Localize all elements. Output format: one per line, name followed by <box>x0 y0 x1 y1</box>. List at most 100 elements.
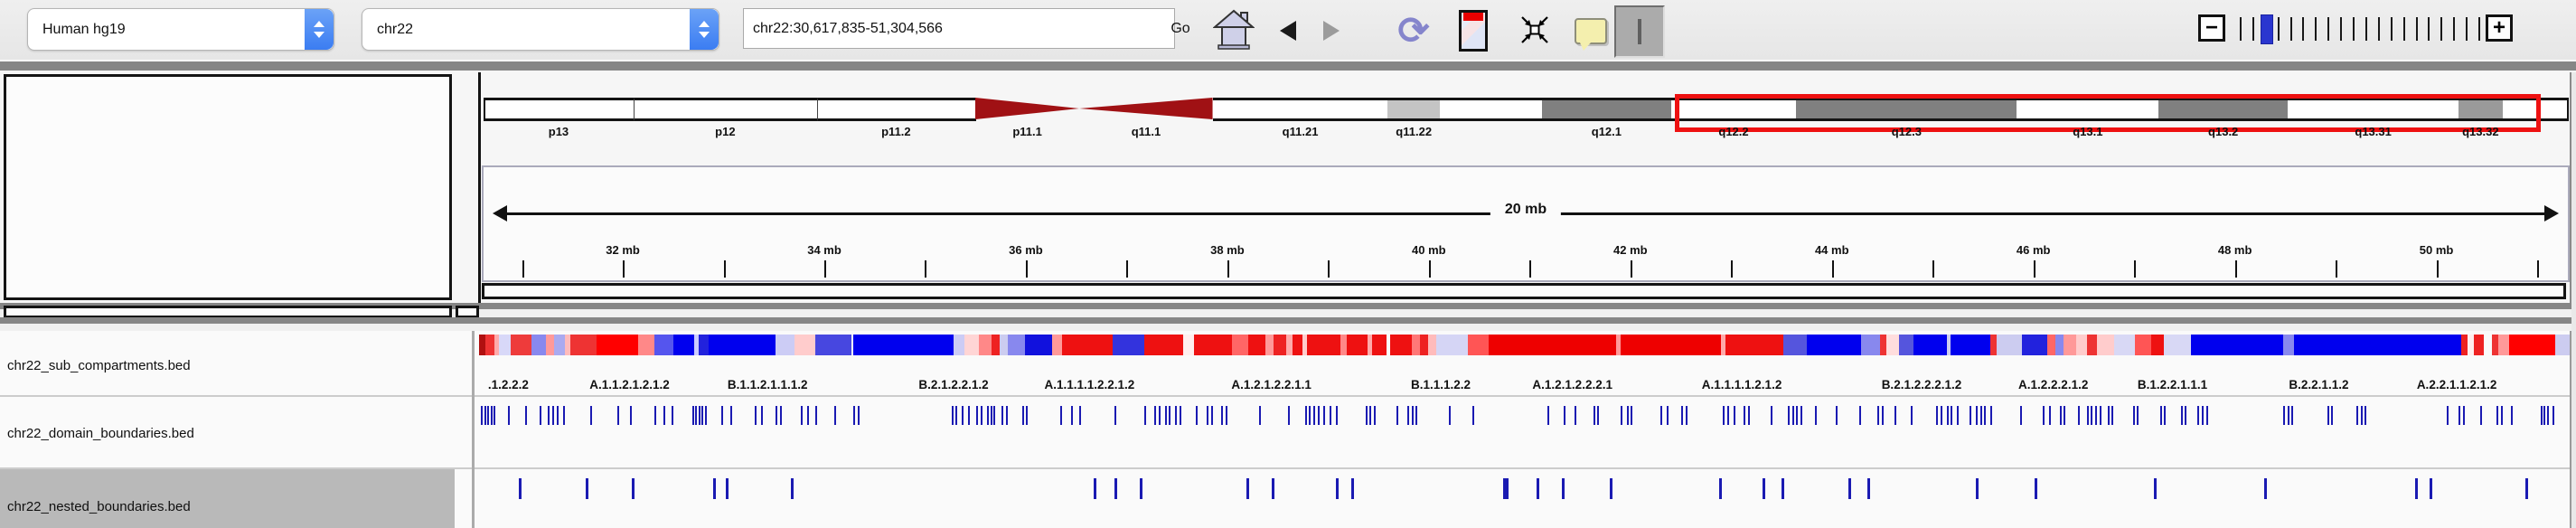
ruler-label: 44 mb <box>1814 243 1849 257</box>
domain-boundary-tick <box>2511 406 2514 425</box>
panel-resize-handle[interactable] <box>456 306 479 318</box>
zoom-tick[interactable] <box>2478 17 2480 41</box>
domain-boundary-tick <box>654 406 657 425</box>
fit-to-window-button[interactable] <box>1515 11 1555 51</box>
track-label-domain-boundaries[interactable]: chr22_domain_boundaries.bed <box>7 426 194 441</box>
zoom-tick[interactable] <box>2252 17 2254 41</box>
zoom-tick[interactable] <box>2327 17 2330 41</box>
domain-boundary-tick <box>663 406 665 425</box>
band-label-q11.1: q11.1 <box>1131 125 1161 138</box>
chromosome-select[interactable]: chr22 <box>362 8 719 51</box>
domain-boundary-tick <box>951 406 954 425</box>
zoom-tick[interactable] <box>2428 17 2430 41</box>
genome-select[interactable]: Human hg19 <box>27 8 334 51</box>
domain-boundary-tick <box>1143 406 1146 425</box>
nested-boundaries-track[interactable] <box>479 478 2570 499</box>
fit-to-window-icon <box>1520 15 1549 47</box>
separator <box>0 71 2576 72</box>
panel-border <box>478 72 481 303</box>
chromosome-ideogram[interactable] <box>484 98 2569 121</box>
sub-compartment-segment <box>794 335 816 355</box>
sub-compartment-segment <box>2508 335 2555 355</box>
ruler-tick <box>1932 260 1935 278</box>
sub-compartment-segment <box>991 335 1000 355</box>
sub-compartment-segment <box>815 335 851 355</box>
domain-boundaries-track[interactable] <box>479 406 2570 425</box>
ruler[interactable]: 20 mb 32 mb 34 mb 36 mb 38 mb 40 mb 42 mb 44 m… <box>482 165 2570 282</box>
zoom-tick[interactable] <box>2289 17 2292 41</box>
zoom-tick[interactable] <box>2402 17 2405 41</box>
right-margin <box>2571 72 2576 528</box>
centromere-band <box>1079 98 1213 119</box>
forward-button[interactable] <box>1318 11 1345 51</box>
domain-boundary-tick <box>1158 406 1161 425</box>
ideogram-band-q11.23 <box>1439 98 1542 121</box>
ruler-label: 48 mb <box>2217 243 2252 257</box>
zoom-slider-thumb[interactable] <box>2260 14 2273 44</box>
zoom-tick[interactable] <box>2466 17 2468 41</box>
go-button[interactable]: Go <box>1161 8 1200 49</box>
ruler-labels: 32 mb 34 mb 36 mb 38 mb 40 mb 42 mb 44 mb 46 mb… <box>484 243 2568 259</box>
tooltip-mode-button[interactable] <box>1569 11 1612 51</box>
domain-boundary-tick <box>556 406 559 425</box>
sub-compartments-track[interactable] <box>479 335 2570 355</box>
locus-input[interactable] <box>743 8 1175 49</box>
sub-compartment-segment <box>1616 335 1621 355</box>
domain-boundary-tick <box>1169 406 1171 425</box>
domain-boundary-tick <box>2019 406 2022 425</box>
zoom-tick[interactable] <box>2340 17 2343 41</box>
domain-boundary-tick <box>1317 406 1320 425</box>
sub-compartment-segment <box>2151 335 2165 355</box>
zoom-tick[interactable] <box>2353 17 2355 41</box>
track-label-sub-compartments[interactable]: chr22_sub_compartments.bed <box>7 358 191 373</box>
region-view-button[interactable] <box>1453 10 1493 52</box>
domain-boundary-tick <box>2552 406 2555 425</box>
domain-boundary-tick <box>1206 406 1208 425</box>
domain-boundary-tick <box>1547 406 1549 425</box>
domain-boundary-tick <box>481 406 484 425</box>
zoom-tick[interactable] <box>2453 17 2456 41</box>
home-button[interactable] <box>1208 9 1259 51</box>
back-icon <box>1280 21 1296 41</box>
domain-boundary-tick <box>1911 406 1913 425</box>
zoom-in-button[interactable]: + <box>2486 14 2513 42</box>
zoom-tick[interactable] <box>2240 17 2242 41</box>
sub-compartment-segment <box>1725 335 1784 355</box>
domain-boundary-tick <box>1882 406 1885 425</box>
zoom-tick[interactable] <box>2377 17 2380 41</box>
sub-compartment-segment <box>494 335 499 355</box>
domain-boundary-tick <box>1396 406 1399 425</box>
domain-boundary-tick <box>968 406 971 425</box>
cursor-tool-button[interactable] <box>1614 5 1665 58</box>
sub-compartment-label: A.1.2.2.2.1.2 <box>2018 378 2089 391</box>
panel-divider[interactable] <box>472 331 475 528</box>
nested-boundary-tick <box>2034 478 2037 499</box>
domain-boundary-tick <box>2043 406 2045 425</box>
zoom-tick[interactable] <box>2415 17 2418 41</box>
sub-compartment-segment <box>1990 335 1998 355</box>
zoom-out-button[interactable]: − <box>2198 14 2225 42</box>
nested-boundary-tick <box>725 478 729 499</box>
band-label-p12: p12 <box>715 125 736 138</box>
domain-boundary-tick <box>1154 406 1157 425</box>
zoom-tick[interactable] <box>2440 17 2443 41</box>
domain-boundary-tick <box>721 406 724 425</box>
domain-boundary-tick <box>1369 406 1372 425</box>
back-button[interactable] <box>1274 11 1302 51</box>
zoom-tick[interactable] <box>2302 17 2305 41</box>
zoom-tick[interactable] <box>2364 17 2367 41</box>
zoom-tick[interactable] <box>2390 17 2393 41</box>
track-label-nested-boundaries[interactable]: chr22_nested_boundaries.bed <box>7 499 191 514</box>
zoom-tick[interactable] <box>2277 17 2280 41</box>
refresh-icon: ⟳ <box>1397 9 1430 52</box>
selected-track-highlight <box>0 469 455 528</box>
sub-compartment-segment <box>1620 335 1721 355</box>
zoom-tick[interactable] <box>2315 17 2317 41</box>
domain-boundary-tick <box>1330 406 1332 425</box>
domain-boundary-tick <box>551 406 554 425</box>
sub-compartment-segment <box>1248 335 1265 355</box>
domain-boundary-tick <box>2180 406 2183 425</box>
region-view-icon <box>1459 10 1488 52</box>
refresh-button[interactable]: ⟳ <box>1388 11 1439 51</box>
domain-boundary-tick <box>807 406 810 425</box>
